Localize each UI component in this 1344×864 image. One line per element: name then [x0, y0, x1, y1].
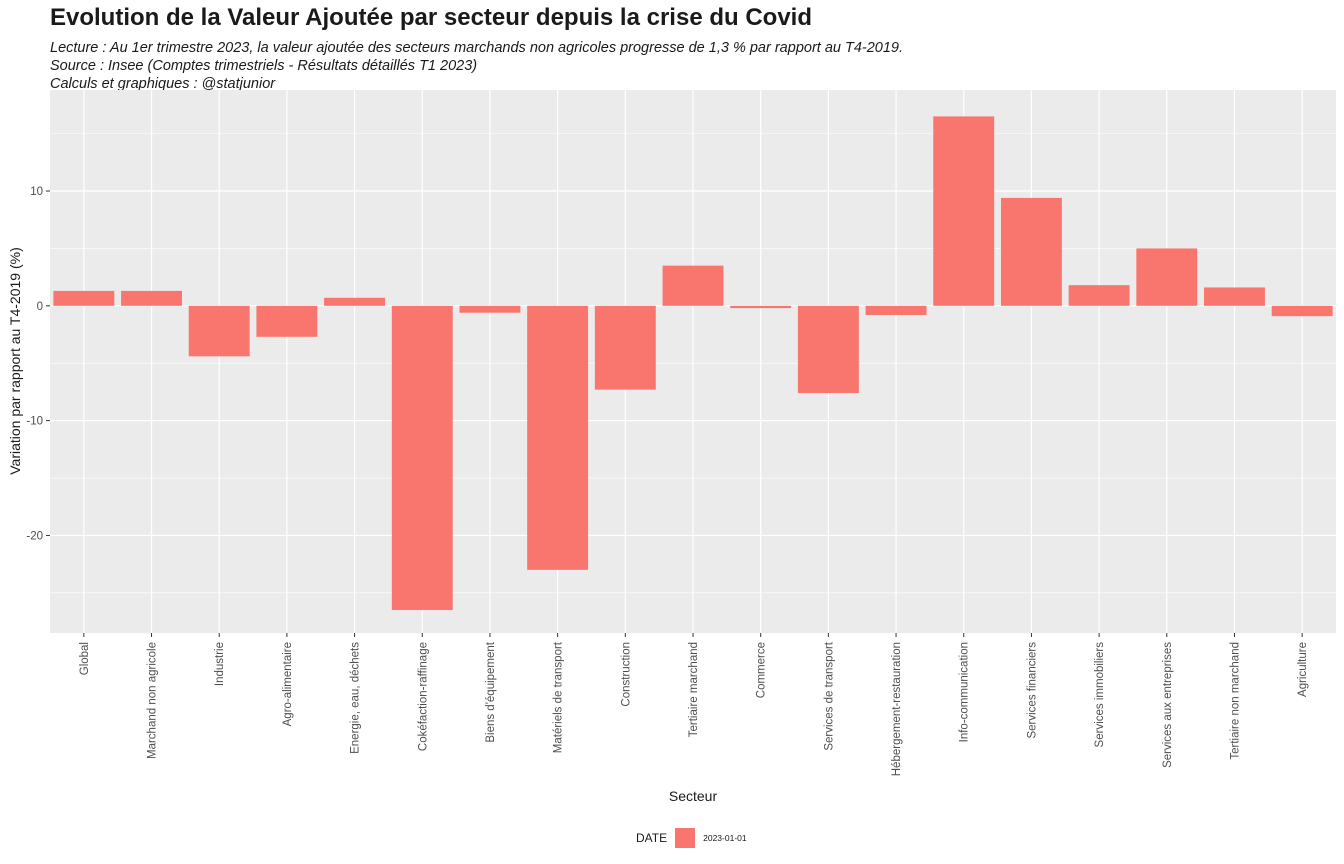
- subtitle-credits: Calculs et graphiques : @statjunior: [50, 76, 276, 92]
- bar-18: [1204, 287, 1265, 306]
- x-tick-label: Agriculture: [1297, 642, 1309, 697]
- bar-9: [594, 305, 656, 390]
- x-tick-label: Industrie: [214, 642, 226, 686]
- legend: DATE 2023-01-01: [636, 827, 747, 849]
- bar-5: [324, 297, 386, 306]
- x-tick-label: Marchand non agricole: [147, 642, 159, 759]
- x-tick-label: Services immobiliers: [1094, 642, 1106, 748]
- x-tick-label: Matériels de transport: [553, 641, 565, 753]
- legend-title: DATE: [636, 831, 668, 845]
- bar-1: [53, 290, 115, 306]
- x-tick-label: Energie, eau, déchets: [350, 642, 362, 754]
- bars: [53, 116, 1333, 611]
- bar-19: [1271, 305, 1333, 317]
- bar-10: [662, 265, 724, 306]
- legend-key-swatch: [675, 828, 696, 848]
- bar-15: [1000, 197, 1062, 306]
- x-tick-label: Commerce: [756, 642, 768, 698]
- x-tick-label: Construction: [620, 642, 632, 707]
- x-tick-label: Services de transport: [823, 641, 835, 750]
- chart-subtitle: Lecture : Au 1er trimestre 2023, la vale…: [50, 39, 903, 93]
- x-tick-label: Services financiers: [1026, 642, 1038, 739]
- bar-6: [391, 305, 453, 611]
- bar-17: [1136, 248, 1198, 306]
- y-axis: -20 -10 0 10: [26, 186, 50, 542]
- x-tick-label: Tertiaire non marchand: [1229, 642, 1241, 760]
- y-tick-label: -10: [26, 416, 43, 428]
- bar-16: [1068, 285, 1130, 306]
- x-tick-label: Tertiaire marchand: [688, 642, 700, 737]
- x-tick-label: Info-communication: [959, 642, 971, 742]
- x-tick-label: Services aux entreprises: [1162, 642, 1174, 768]
- x-axis-title: Secteur: [669, 788, 718, 804]
- x-tick-label: Agro-alimentaire: [282, 642, 294, 726]
- y-tick-label: 0: [37, 301, 43, 313]
- y-tick-label: -20: [26, 530, 43, 542]
- bar-7: [459, 305, 521, 313]
- bar-8: [527, 305, 589, 570]
- subtitle-lecture: Lecture : Au 1er trimestre 2023, la vale…: [50, 40, 904, 56]
- bar-14: [933, 116, 995, 306]
- y-axis-title: Variation par rapport au T4-2019 (%): [7, 247, 23, 475]
- subtitle-source: Source : Insee (Comptes trimestriels - R…: [50, 58, 478, 74]
- bar-3: [188, 305, 250, 357]
- x-axis: Global Marchand non agricole Industrie Agro…: [79, 633, 1309, 776]
- bar-12: [797, 305, 859, 394]
- x-tick-label: Cokéfaction-raffinage: [417, 642, 429, 751]
- bar-2: [121, 290, 182, 306]
- x-tick-label: Biens d'équipement: [485, 641, 497, 742]
- legend-label: 2023-01-01: [703, 833, 747, 843]
- chart-title: Evolution de la Valeur Ajoutée par secte…: [50, 4, 812, 31]
- grid-lines: [50, 90, 1336, 633]
- bar-11: [730, 305, 792, 309]
- bar-4: [256, 305, 318, 337]
- x-tick-label: Hébergement-restauration: [891, 642, 903, 776]
- bar-13: [865, 305, 927, 316]
- y-tick-label: 10: [30, 186, 43, 198]
- x-tick-label: Global: [79, 642, 91, 675]
